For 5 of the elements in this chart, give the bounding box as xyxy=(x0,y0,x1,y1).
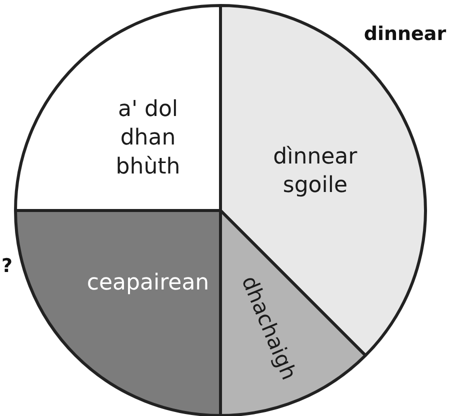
slice-label: ceapairean xyxy=(86,270,210,296)
slice-label: a' dol dhan bhùth xyxy=(116,96,180,180)
text: ? xyxy=(2,254,13,277)
slice-label: dìnnear sgoile xyxy=(273,144,358,198)
text: dinnear xyxy=(364,23,447,46)
